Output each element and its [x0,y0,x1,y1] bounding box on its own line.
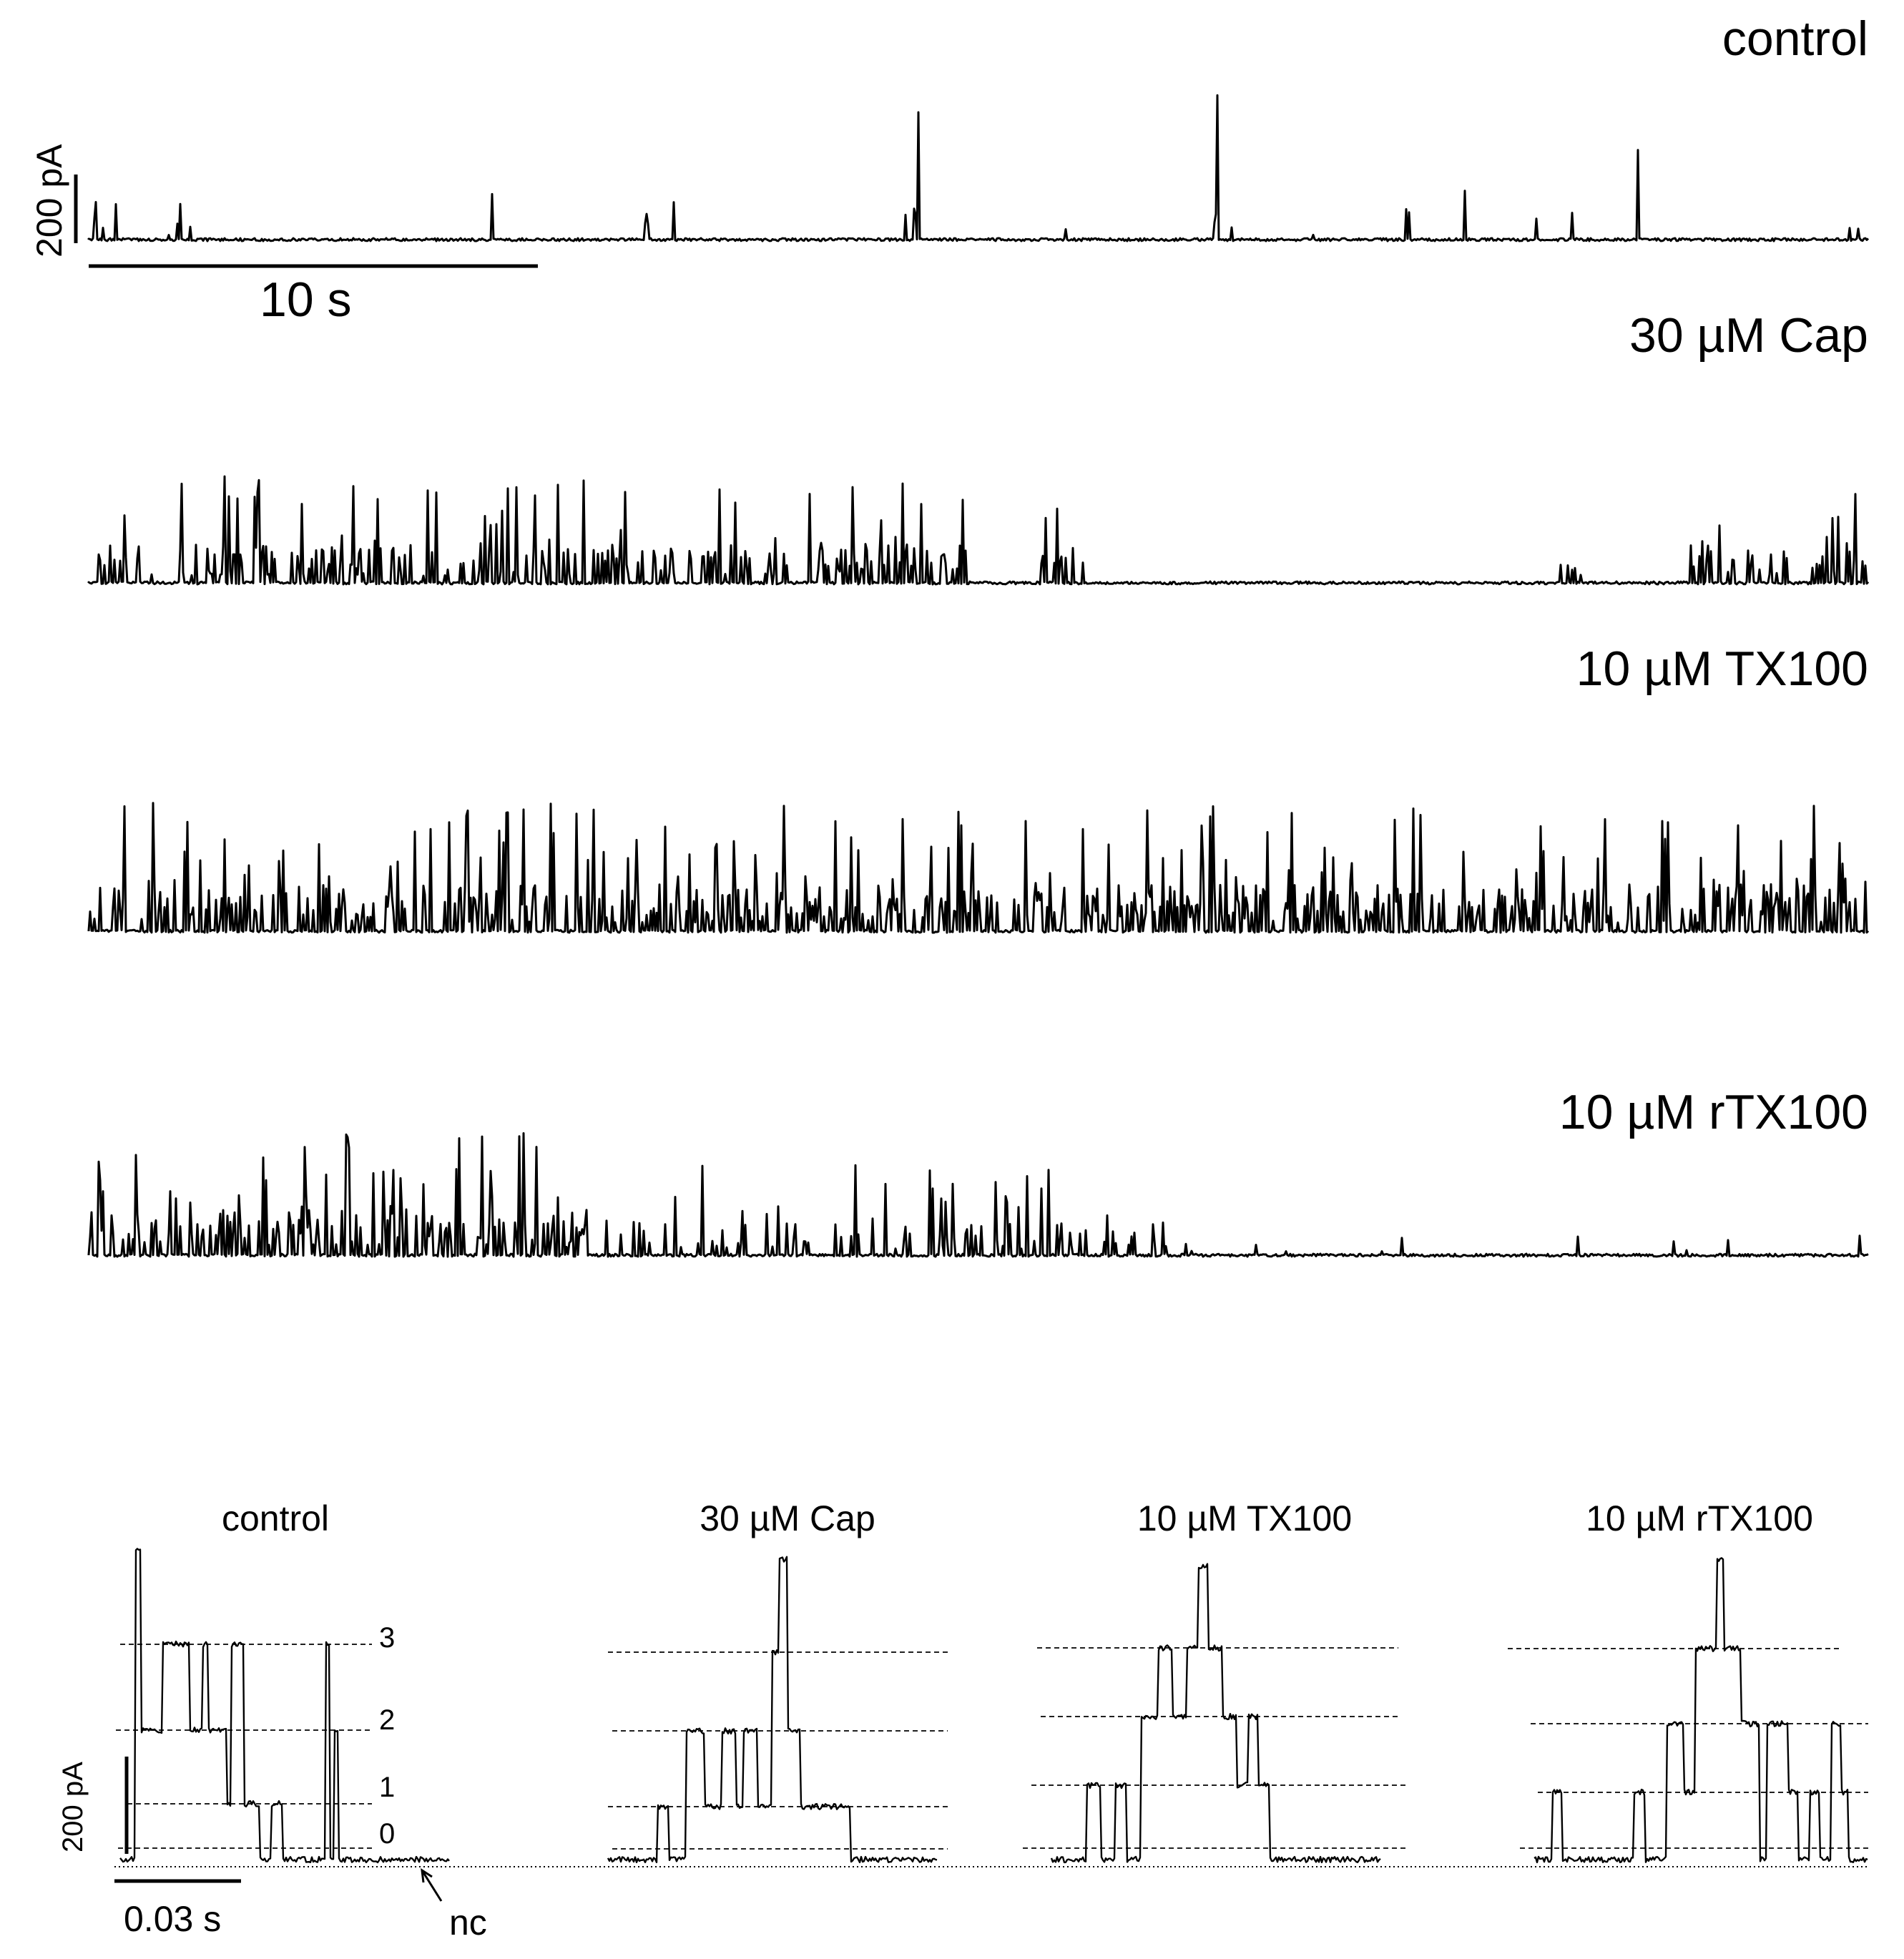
long-trace-rtx100: 10 µM rTX100 [87,1085,1869,1258]
long-trace-label-rtx100: 10 µM rTX100 [1559,1085,1868,1139]
long-trace-control: control [87,11,1870,242]
short-current-label: 200 pA [57,1762,89,1852]
long-trace-label-tx100: 10 µM TX100 [1576,642,1868,696]
long-trace-tx100: 10 µM TX100 [87,642,1870,934]
short-trace-control: control [116,1498,450,1864]
long-trace-label-control: control [1722,11,1868,66]
short-trace-label-capsaicin: 30 µM Cap [700,1498,875,1538]
long-trace-label-capsaicin: 30 µM Cap [1629,308,1868,363]
nc-label: nc [449,1902,487,1943]
short-trace-capsaicin: 30 µM Cap [607,1498,948,1864]
level-label-0: 0 [379,1818,395,1850]
short-time-label: 0.03 s [124,1899,221,1939]
short-scale-bar: 200 pA 0.03 s [57,1757,241,1939]
nc-arrow-head [421,1868,433,1883]
short-trace-label-tx100: 10 µM TX100 [1137,1498,1352,1538]
level-label-1: 1 [379,1772,395,1803]
long-scale-bar: 200 pA 10 s [29,144,538,327]
short-trace-label-control: control [222,1498,329,1538]
nc-arrow [421,1870,443,1902]
nc-annotation: nc [421,1868,487,1943]
level-label-3: 3 [379,1622,395,1654]
short-trace-rtx100: 10 µM rTX100 [1508,1498,1868,1864]
short-trace-tx100: 10 µM TX100 [1023,1498,1405,1864]
long-trace-capsaicin: 30 µM Cap [87,308,1870,586]
level-label-2: 2 [379,1704,395,1736]
long-time-label: 10 s [260,273,352,327]
short-trace-label-rtx100: 10 µM rTX100 [1586,1498,1813,1538]
long-current-label: 200 pA [29,144,69,257]
